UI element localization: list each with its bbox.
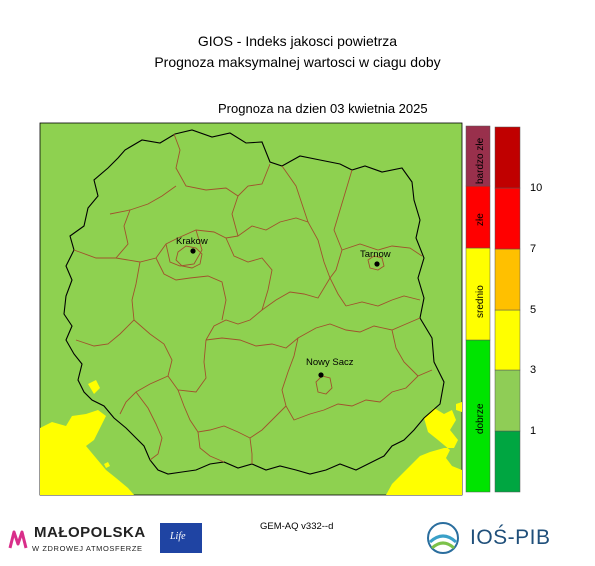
county-border xyxy=(281,337,433,421)
category-srednio xyxy=(465,247,491,341)
forecast-date: Prognoza na dzien 03 kwietnia 2025 xyxy=(218,101,428,116)
malopolska-logo: MAŁOPOLSKA W ZDROWEJ ATMOSFERZE xyxy=(8,520,158,560)
moderate-area-southwest xyxy=(40,410,134,495)
colorbar-segment xyxy=(494,369,521,432)
map-subtitle: Prognoza maksymalnej wartosci w ciagu do… xyxy=(154,54,441,70)
county-border xyxy=(115,209,131,259)
city-krakow-boundary xyxy=(175,245,203,269)
colorbar-tick-5: 5 xyxy=(530,304,537,316)
eu-life-logo: Life xyxy=(160,523,202,553)
county-border xyxy=(231,195,309,237)
county-border xyxy=(391,329,419,377)
ios-pib-logo-mark xyxy=(427,522,459,554)
county-border xyxy=(173,133,271,197)
malopolska-logo-title: MAŁOPOLSKA xyxy=(34,524,146,541)
ios-pib-logo: IOŚ-PIB xyxy=(426,520,566,558)
county-border xyxy=(133,319,207,393)
category-label-srednio: srednio xyxy=(475,285,486,318)
ios-pib-logo-text: IOŚ-PIB xyxy=(470,526,551,549)
county-border xyxy=(75,261,141,347)
county-border xyxy=(135,391,163,461)
moderate-area-dot xyxy=(104,462,110,468)
eu-life-logo-text: Life xyxy=(170,531,186,542)
map-title: GIOS - Indeks jakosci powietrza xyxy=(197,33,398,49)
county-border xyxy=(345,295,421,307)
malopolska-logo-mark xyxy=(8,530,28,549)
map-background xyxy=(39,122,463,496)
city-label-krakow: Krakow xyxy=(176,236,208,247)
county-border xyxy=(205,237,273,341)
colorbar-segment xyxy=(494,187,521,250)
colorbar-segment xyxy=(494,430,521,493)
county-border xyxy=(177,389,287,439)
model-label: GEM-AQ v332--d xyxy=(260,521,334,532)
city-label-nowy-sacz: Nowy Sacz xyxy=(306,357,354,368)
moderate-area-southeast xyxy=(386,408,462,495)
malopolska-logo-subtitle: W ZDROWEJ ATMOSFERZE xyxy=(32,544,143,553)
colorbar-tick-7: 7 xyxy=(530,243,537,255)
county-borders xyxy=(73,133,433,464)
moderate-areas xyxy=(40,380,462,495)
category-label-dobrze: dobrze xyxy=(475,403,486,434)
city-marker-tarnow xyxy=(374,261,380,267)
colorbar-tick-1: 1 xyxy=(530,425,537,437)
county-border xyxy=(261,277,331,311)
county-border xyxy=(249,437,253,464)
city-tarnow-boundary xyxy=(367,255,385,271)
colorbar-segment xyxy=(494,248,521,311)
moderate-area-east-small xyxy=(456,402,462,412)
category-label-bardzo-zle: bardzo złe xyxy=(475,137,486,184)
city-marker-krakow xyxy=(190,248,196,254)
category-label-zle: złe xyxy=(475,213,486,226)
county-border xyxy=(109,185,177,215)
colorbar-tick-3: 3 xyxy=(530,364,537,376)
county-border xyxy=(329,169,353,279)
moderate-area-west-small xyxy=(88,380,100,394)
county-border xyxy=(197,431,225,463)
category-zle xyxy=(465,185,491,249)
colorbar-segment xyxy=(494,309,521,371)
county-border xyxy=(165,229,203,267)
county-border xyxy=(155,257,227,321)
county-border xyxy=(341,243,423,257)
colorbar-tick-10: 10 xyxy=(530,182,543,194)
city-marker-nowy-sacz xyxy=(318,372,324,378)
city-label-tarnow: Tarnow xyxy=(360,249,391,260)
category-dobrze xyxy=(465,339,491,493)
category-bardzo-zle xyxy=(465,125,491,187)
index-colorbar xyxy=(494,126,521,493)
colorbar-segment xyxy=(494,126,521,189)
county-border xyxy=(205,317,421,349)
category-legend: dobrze srednio złe bardzo złe xyxy=(465,125,491,493)
voivodeship-border xyxy=(63,129,445,475)
county-border xyxy=(281,165,347,307)
